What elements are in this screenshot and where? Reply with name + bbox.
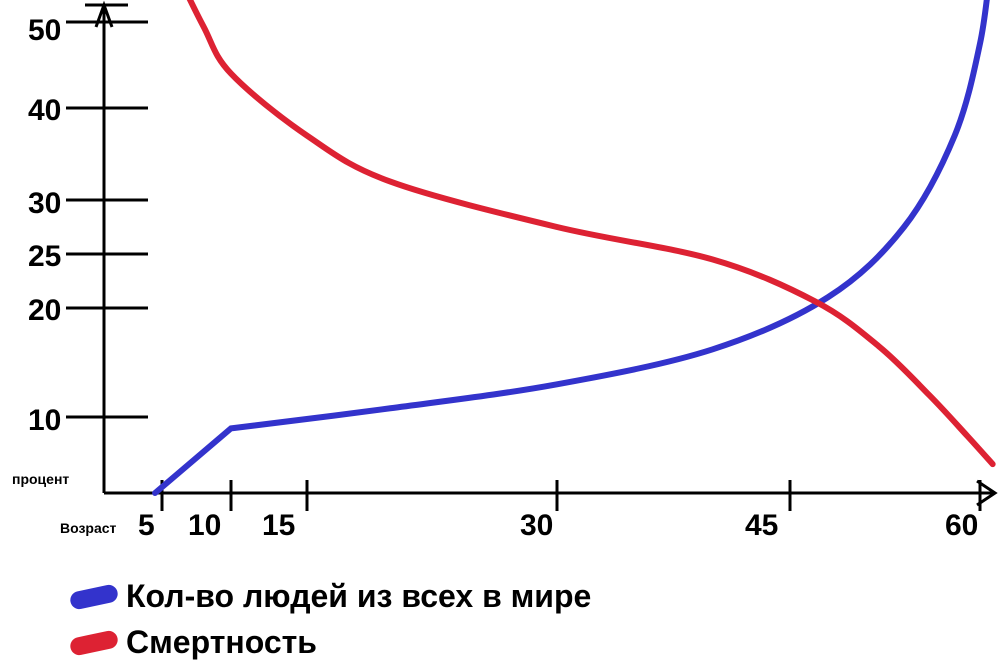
legend-swatch-population bbox=[68, 582, 120, 611]
y-axis-label: процент bbox=[12, 471, 69, 487]
series-lines bbox=[152, 0, 996, 496]
x-ticks: 5 10 15 30 45 60 bbox=[138, 480, 982, 542]
x-axis-arrow bbox=[976, 479, 998, 507]
series-line-0 bbox=[152, 0, 990, 496]
x-tick-label: 10 bbox=[188, 509, 221, 542]
axes bbox=[85, 0, 998, 507]
x-tick-label: 30 bbox=[520, 509, 553, 542]
y-ticks: 10 20 25 30 40 50 bbox=[28, 14, 148, 437]
series-line-1 bbox=[186, 0, 996, 468]
y-tick-label: 50 bbox=[28, 14, 61, 47]
y-tick-label: 40 bbox=[28, 94, 61, 127]
y-tick-label: 30 bbox=[28, 187, 61, 220]
y-tick-label: 25 bbox=[28, 240, 61, 273]
x-axis-label: Возраст bbox=[60, 520, 117, 536]
legend-item-mortality: Смертность bbox=[68, 624, 317, 661]
legend-label-mortality: Смертность bbox=[126, 624, 317, 660]
y-tick-label: 10 bbox=[28, 404, 61, 437]
x-tick-label: 45 bbox=[745, 509, 778, 542]
legend-swatch-mortality bbox=[68, 628, 120, 657]
x-tick-label: 5 bbox=[138, 509, 155, 542]
x-tick-label: 60 bbox=[945, 509, 978, 542]
legend-item-population: Кол-во людей из всех в мире bbox=[68, 578, 592, 615]
legend-label-population: Кол-во людей из всех в мире bbox=[126, 578, 592, 614]
y-tick-label: 20 bbox=[28, 294, 61, 327]
x-tick-label: 15 bbox=[262, 509, 295, 542]
